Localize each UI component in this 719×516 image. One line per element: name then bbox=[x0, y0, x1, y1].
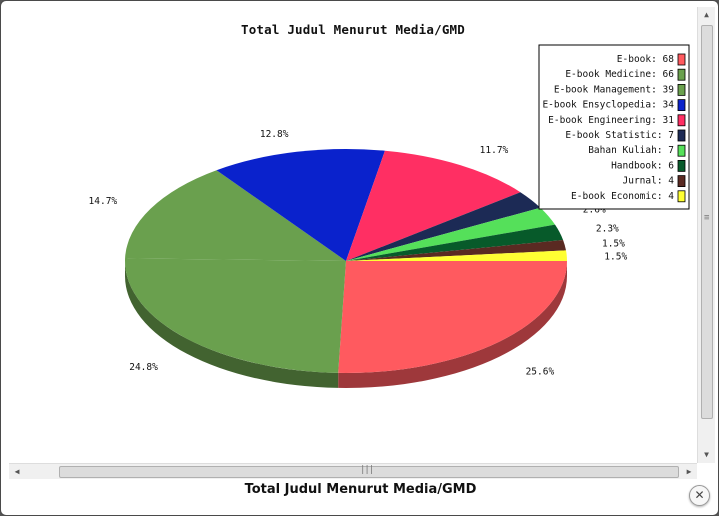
pie-percent-label-2: 14.7% bbox=[89, 196, 118, 207]
vertical-scrollbar[interactable]: ▲ ≡ ▼ bbox=[697, 7, 715, 463]
pie-side-walls bbox=[125, 261, 567, 389]
pie-slice-6[interactable] bbox=[346, 207, 556, 261]
legend-item-label-7: Handbook: 6 bbox=[611, 160, 674, 171]
chart-viewport[interactable]: Total Judul Menurut Media/GMD 25.6% 24.8%… bbox=[9, 7, 697, 463]
pie-slice-side-1 bbox=[125, 261, 339, 388]
close-button[interactable]: ✕ bbox=[689, 485, 710, 506]
pie-slice-1[interactable] bbox=[125, 258, 346, 373]
pie-chart: 25.6%24.8%14.7%12.8%11.7%2.6%2.6%2.3%1.5… bbox=[89, 44, 690, 389]
legend-swatch-4 bbox=[677, 114, 686, 127]
pie-percent-label-0: 25.6% bbox=[526, 366, 555, 377]
chart-legend: E-book: 68 E-book Medicine: 66 E-book Mana… bbox=[538, 44, 690, 210]
legend-swatch-9 bbox=[677, 190, 686, 203]
legend-item-label-4: E-book Engineering: 31 bbox=[548, 115, 674, 126]
pie-slice-2[interactable] bbox=[125, 170, 347, 261]
legend-swatch-3 bbox=[677, 99, 686, 111]
close-icon[interactable]: ✕ bbox=[694, 488, 705, 502]
horizontal-scroll-thumb[interactable]: ||| bbox=[59, 465, 679, 478]
pie-slice-7[interactable] bbox=[346, 224, 564, 261]
pie-slice-0[interactable] bbox=[338, 261, 567, 374]
legend-item-label-0: E-book: 68 bbox=[617, 54, 674, 65]
pie-slice-9[interactable] bbox=[346, 250, 567, 261]
pie-percent-label-7: 2.3% bbox=[596, 223, 619, 234]
legend-swatch-6 bbox=[677, 144, 686, 157]
legend-swatch-0 bbox=[677, 53, 686, 66]
pie-slice-8[interactable] bbox=[346, 239, 567, 261]
legend-swatch-2 bbox=[677, 84, 686, 96]
vertical-scroll-thumb[interactable]: ≡ bbox=[701, 25, 713, 419]
pie-slices bbox=[125, 149, 567, 374]
pie-slice-side-0 bbox=[338, 261, 567, 389]
legend-item-label-9: E-book Economic: 4 bbox=[571, 191, 674, 202]
modal-caption: Total Judul Menurut Media/GMD bbox=[244, 482, 477, 497]
legend-item-label-8: Jurnal: 4 bbox=[623, 176, 675, 187]
horizontal-scrollbar[interactable]: ◀ ||| ▶ bbox=[9, 463, 697, 479]
legend-item-label-5: E-book Statistic: 7 bbox=[565, 130, 674, 141]
scroll-down-arrow-icon[interactable]: ▼ bbox=[704, 450, 709, 459]
pie-percent-label-3: 12.8% bbox=[260, 129, 289, 140]
pie-percent-labels: 25.6%24.8%14.7%12.8%11.7%2.6%2.6%2.3%1.5… bbox=[89, 129, 628, 377]
pie-slice-4[interactable] bbox=[346, 150, 521, 261]
legend-swatch-5 bbox=[677, 129, 686, 142]
legend-box bbox=[538, 44, 690, 210]
scroll-up-arrow-icon[interactable]: ▲ bbox=[704, 10, 709, 19]
legend-item-label-2: E-book Management: 39 bbox=[554, 84, 674, 95]
pie-percent-label-6: 2.6% bbox=[583, 204, 606, 215]
legend-swatch-7 bbox=[677, 159, 686, 172]
pie-percent-label-8: 1.5% bbox=[602, 238, 625, 249]
legend-swatch-1 bbox=[677, 68, 686, 81]
chart-title: Total Judul Menurut Media/GMD bbox=[240, 22, 466, 37]
pie-slice-5[interactable] bbox=[346, 192, 541, 261]
pie-percent-label-1: 24.8% bbox=[129, 362, 158, 373]
legend-item-label-3: E-book Ensyclopedia: 34 bbox=[542, 100, 674, 111]
legend-item-label-1: E-book Medicine: 66 bbox=[565, 69, 674, 80]
scroll-left-arrow-icon[interactable]: ◀ bbox=[14, 467, 20, 476]
pie-percent-label-9: 1.5% bbox=[604, 251, 627, 262]
pie-percent-label-4: 11.7% bbox=[480, 145, 509, 156]
legend-swatch-8 bbox=[677, 175, 686, 188]
scroll-right-arrow-icon[interactable]: ▶ bbox=[686, 467, 692, 476]
legend-item-label-6: Bahan Kuliah: 7 bbox=[588, 145, 674, 156]
pie-slice-3[interactable] bbox=[216, 149, 385, 261]
